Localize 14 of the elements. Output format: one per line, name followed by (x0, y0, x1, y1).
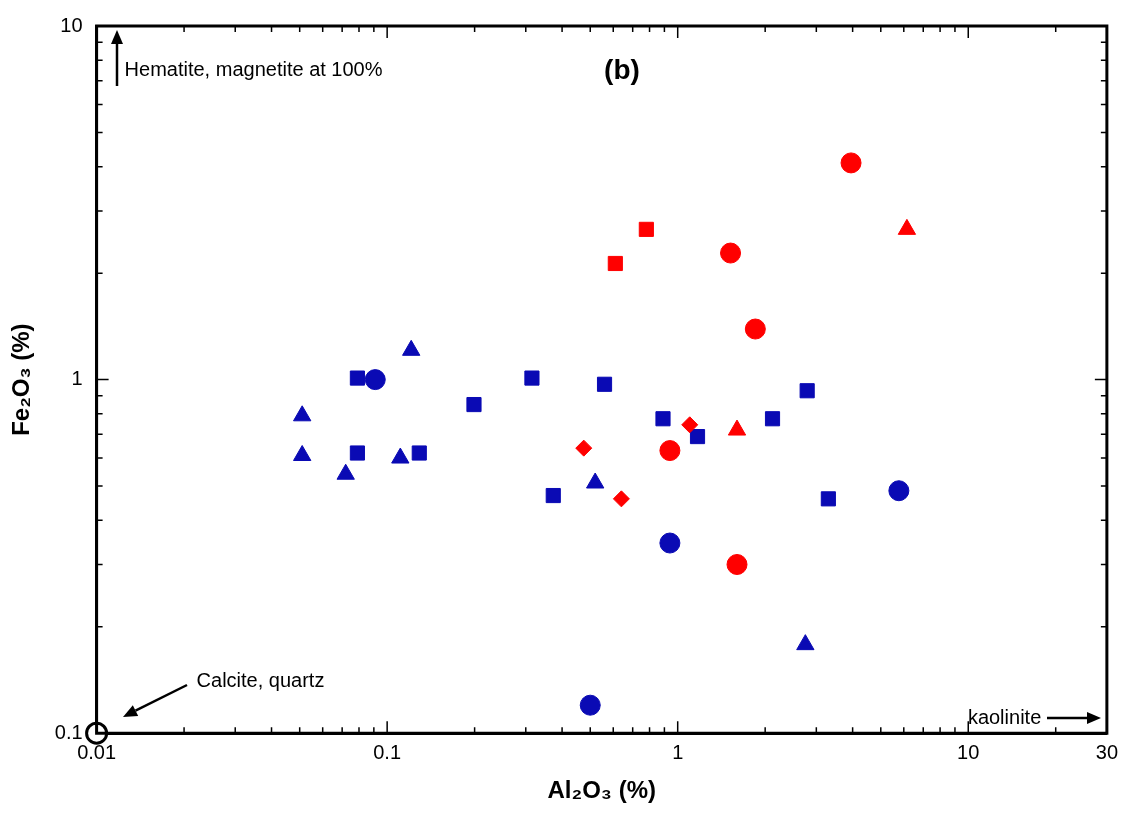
annotation: Hematite, magnetite at 100% (124, 58, 383, 81)
x-tick-label: 0.01 (77, 740, 117, 763)
y-tick-label: 1 (71, 367, 83, 390)
y-tick-label: 0.1 (54, 720, 83, 743)
text: (b) (604, 53, 640, 85)
annotation: kaolinite (967, 706, 1042, 730)
y-tick-label: 10 (60, 13, 83, 36)
y-axis-title: Fe₂O₃ (%) (7, 323, 35, 436)
x-tick-label: 10 (957, 740, 980, 763)
x-tick-label: 0.1 (373, 740, 402, 763)
x-tick-label: 1 (672, 740, 684, 763)
annotation: Calcite, quartz (196, 669, 325, 693)
x-tick-label: 30 (1095, 740, 1118, 763)
x-axis-title: Al₂O₃ (%) (547, 776, 656, 804)
